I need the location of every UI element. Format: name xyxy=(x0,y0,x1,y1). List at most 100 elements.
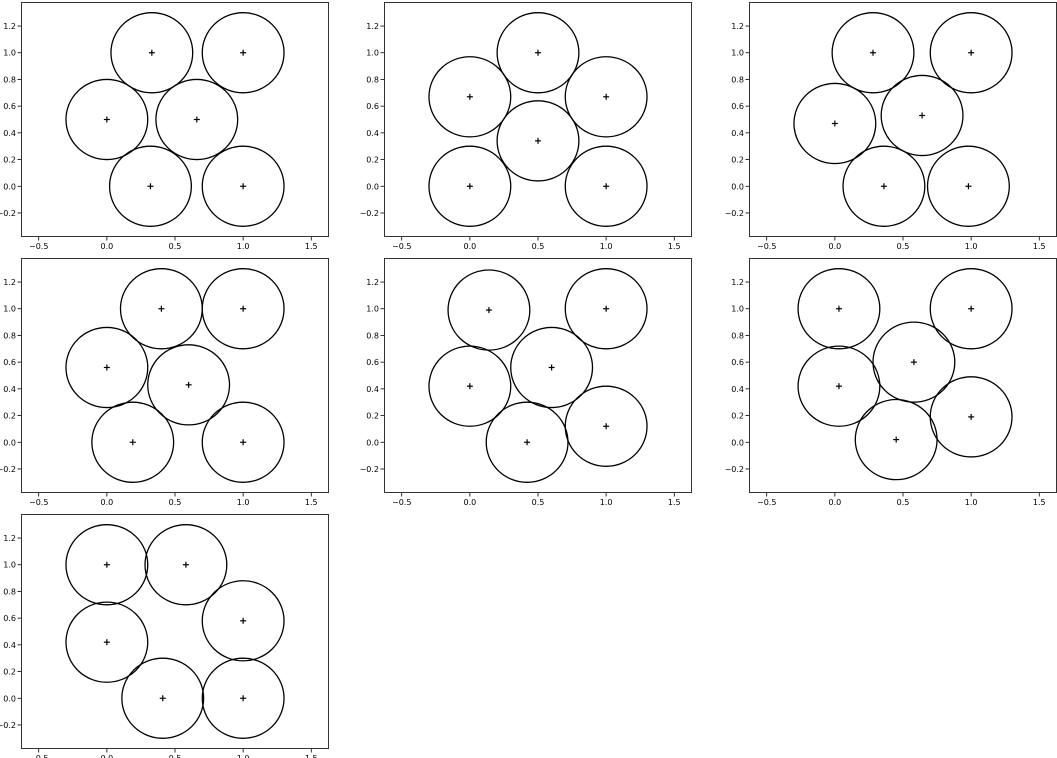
y-tick-label: −0.2 xyxy=(360,209,379,218)
y-tick-label: 0.8 xyxy=(3,75,16,84)
x-tick-label: 1.0 xyxy=(237,754,250,758)
x-tick-label: 0.5 xyxy=(169,498,182,507)
x-tick-label: 0.5 xyxy=(169,242,182,251)
y-tick-label: 1.0 xyxy=(731,305,744,314)
y-tick-label: 0.6 xyxy=(366,102,379,111)
y-tick-label: −0.2 xyxy=(0,209,16,218)
y-tick-label: 0.6 xyxy=(3,614,16,623)
y-tick-label: 0.2 xyxy=(731,412,744,421)
x-tick-label: −0.5 xyxy=(757,498,776,507)
y-tick-label: 1.0 xyxy=(3,49,16,58)
axes-frame xyxy=(22,259,329,493)
y-tick-label: 0.2 xyxy=(3,668,16,677)
subplot-4: −0.5 0.0 0.5 1.0 1.5 −0.2 0.0 0.2 0.4 0.6 0.8 1.0 1.… xyxy=(0,259,329,508)
y-tick-label: 1.2 xyxy=(3,278,16,287)
y-tick-label: 0.6 xyxy=(3,358,16,367)
y-tick-label: 0.4 xyxy=(3,129,16,138)
y-tick-label: 0.2 xyxy=(366,156,379,165)
y-tick-label: 0.0 xyxy=(731,182,744,191)
y-tick-label: 0.0 xyxy=(731,438,744,447)
x-tick-label: 1.5 xyxy=(305,754,318,758)
axes-frame xyxy=(385,3,692,237)
x-tick-label: 0.5 xyxy=(532,498,545,507)
x-tick-label: 1.5 xyxy=(305,498,318,507)
plot-area xyxy=(794,13,1012,227)
y-tick-label: 0.6 xyxy=(731,102,744,111)
x-tick-label: 1.5 xyxy=(305,242,318,251)
x-tick-label: 0.5 xyxy=(532,242,545,251)
plot-area xyxy=(66,269,284,483)
subplot-3: −0.5 0.0 0.5 1.0 1.5 −0.2 0.0 0.2 0.4 0.6 0.8 1.0 1.… xyxy=(725,3,1057,252)
y-tick-label: −0.2 xyxy=(725,209,744,218)
y-tick-label: 1.2 xyxy=(731,22,744,31)
x-tick-label: 0.5 xyxy=(897,242,910,251)
x-tick-label: −0.5 xyxy=(392,498,411,507)
y-tick-label: 1.2 xyxy=(366,22,379,31)
x-tick-label: −0.5 xyxy=(29,498,48,507)
subplot-6: −0.5 0.0 0.5 1.0 1.5 −0.2 0.0 0.2 0.4 0.6 0.8 1.0 1.… xyxy=(725,259,1057,508)
y-tick-label: 1.0 xyxy=(366,305,379,314)
y-tick-label: −0.2 xyxy=(360,465,379,474)
axes-frame xyxy=(750,259,1057,493)
x-tick-label: 0.5 xyxy=(897,498,910,507)
x-tick-label: −0.5 xyxy=(29,754,48,758)
x-tick-label: 1.0 xyxy=(237,498,250,507)
y-tick-label: 1.2 xyxy=(3,22,16,31)
y-tick-label: −0.2 xyxy=(0,721,16,730)
x-tick-label: 1.5 xyxy=(1033,242,1046,251)
x-tick-label: 1.0 xyxy=(600,242,613,251)
y-tick-label: 1.0 xyxy=(3,305,16,314)
y-tick-label: 0.0 xyxy=(366,182,379,191)
axes-frame xyxy=(750,3,1057,237)
y-tick-label: 0.2 xyxy=(366,412,379,421)
x-tick-label: 0.0 xyxy=(463,498,476,507)
y-tick-label: −0.2 xyxy=(725,465,744,474)
subplot-7: −0.5 0.0 0.5 1.0 1.5 −0.2 0.0 0.2 0.4 0.6 0.8 1.0 1.… xyxy=(0,515,329,758)
y-tick-label: 1.2 xyxy=(731,278,744,287)
y-tick-label: 0.0 xyxy=(3,694,16,703)
plot-area xyxy=(429,13,647,227)
y-tick-label: 1.2 xyxy=(366,278,379,287)
y-tick-label: 0.4 xyxy=(731,385,744,394)
y-tick-label: 0.4 xyxy=(3,385,16,394)
subplot-1: −0.5 0.0 0.5 1.0 1.5 −0.2 0.0 0.2 0.4 0.6 0.8 1.0 1.… xyxy=(0,3,329,252)
y-tick-label: 1.2 xyxy=(3,534,16,543)
plot-area xyxy=(429,269,647,483)
x-tick-label: 0.0 xyxy=(100,498,113,507)
y-tick-label: 1.0 xyxy=(731,49,744,58)
y-tick-label: 0.8 xyxy=(731,331,744,340)
y-tick-label: 0.0 xyxy=(366,438,379,447)
subplot-2: −0.5 0.0 0.5 1.0 1.5−0.20.00.20.40.60.81.01.… xyxy=(360,3,692,252)
x-tick-label: 0.0 xyxy=(100,242,113,251)
axes-frame xyxy=(22,3,329,237)
x-tick-label: 0.5 xyxy=(169,754,182,758)
plot-area xyxy=(66,525,284,739)
plot-area xyxy=(66,13,284,227)
x-tick-label: 0.0 xyxy=(828,498,841,507)
y-tick-label: 0.4 xyxy=(3,641,16,650)
y-tick-label: 0.8 xyxy=(366,331,379,340)
subplot-5: −0.5 0.0 0.5 1.0 1.5 −0.2 0.0 0.2 0.4 0.6 0.8 1.0 1.… xyxy=(360,259,692,508)
x-tick-label: 1.5 xyxy=(668,498,681,507)
x-tick-label: −0.5 xyxy=(392,242,411,251)
y-tick-label: −0.2 xyxy=(0,465,16,474)
y-tick-label: 1.0 xyxy=(3,561,16,570)
y-tick-label: 0.2 xyxy=(731,156,744,165)
x-tick-label: −0.5 xyxy=(29,242,48,251)
x-tick-label: 1.0 xyxy=(600,498,613,507)
y-tick-label: 0.4 xyxy=(731,129,744,138)
x-tick-label: 0.0 xyxy=(463,242,476,251)
y-tick-label: 0.4 xyxy=(366,385,379,394)
y-tick-label: 0.6 xyxy=(731,358,744,367)
y-tick-label: 0.4 xyxy=(366,129,379,138)
x-tick-label: 1.0 xyxy=(965,242,978,251)
y-tick-label: 0.8 xyxy=(3,331,16,340)
x-tick-label: 0.0 xyxy=(100,754,113,758)
y-tick-label: 0.2 xyxy=(3,412,16,421)
x-tick-label: 1.5 xyxy=(668,242,681,251)
y-tick-label: 0.8 xyxy=(366,75,379,84)
y-tick-label: 0.6 xyxy=(3,102,16,111)
y-tick-label: 0.6 xyxy=(366,358,379,367)
y-tick-label: 0.8 xyxy=(731,75,744,84)
